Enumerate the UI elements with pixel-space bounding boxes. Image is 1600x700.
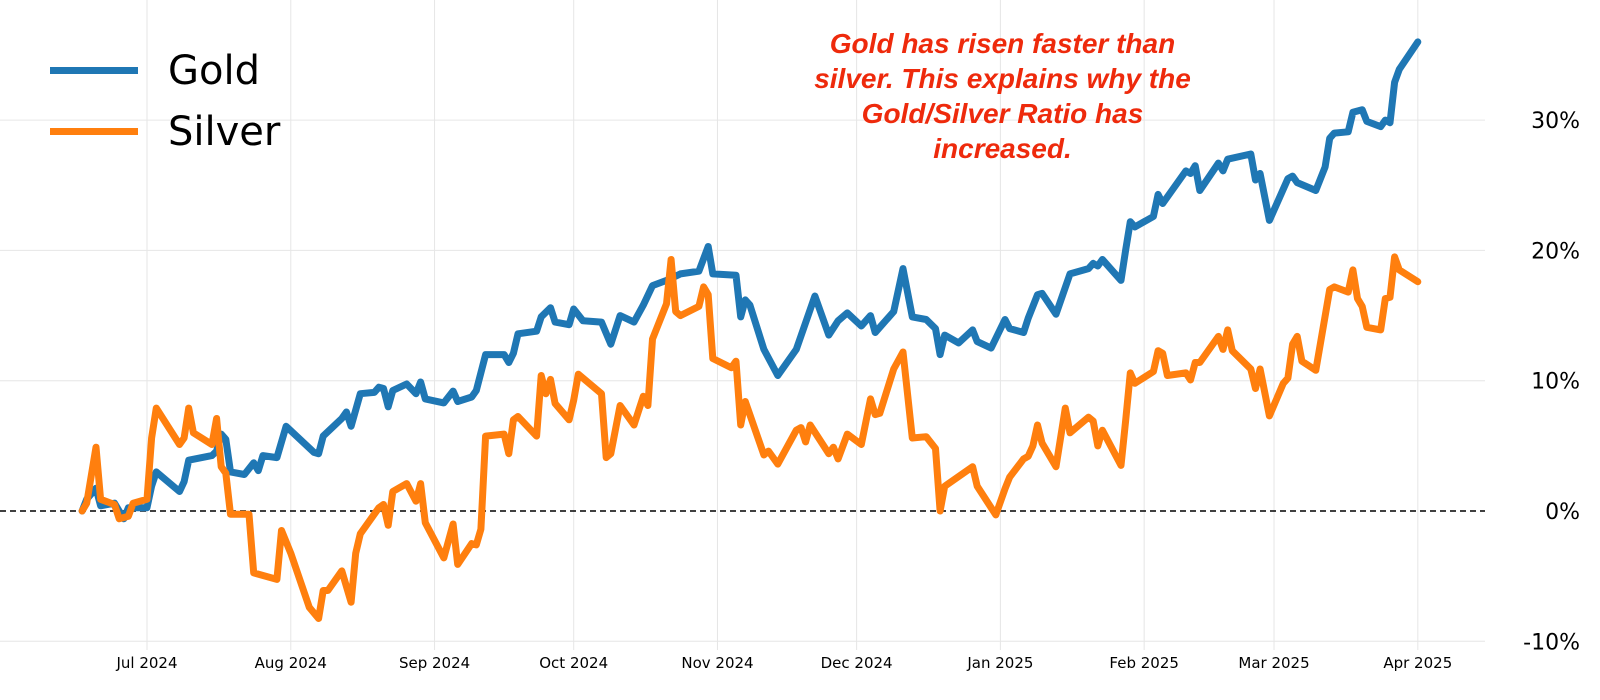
legend: Gold Silver xyxy=(50,40,280,162)
legend-item-gold: Gold xyxy=(50,40,280,101)
y-tick-label: 30% xyxy=(1531,109,1580,134)
chart-annotation: Gold has risen faster than silver. This … xyxy=(780,26,1225,166)
x-axis-ticks: Jul 2024 Aug 2024 Sep 2024 Oct 2024 Nov 2024… xyxy=(115,654,1452,672)
x-tick-label: Dec 2024 xyxy=(821,654,893,672)
x-tick-label: Jan 2025 xyxy=(966,654,1033,672)
y-tick-label: 10% xyxy=(1531,370,1580,395)
x-tick-label: Sep 2024 xyxy=(399,654,470,672)
y-tick-label: -10% xyxy=(1523,630,1580,655)
x-tick-label: Feb 2025 xyxy=(1109,654,1179,672)
annotation-line: Gold/Silver Ratio has xyxy=(861,98,1144,129)
x-tick-label: Nov 2024 xyxy=(681,654,753,672)
x-tick-label: Aug 2024 xyxy=(255,654,327,672)
annotation-line: Gold has risen faster than xyxy=(829,28,1176,59)
annotation-line: silver. This explains why the xyxy=(814,63,1191,94)
y-axis-ticks: -10% 0% 10% 20% 30% xyxy=(1523,109,1580,655)
series-line-gold xyxy=(78,38,1422,523)
annotation-line: increased. xyxy=(933,133,1072,164)
legend-label-gold: Gold xyxy=(168,47,260,94)
x-tick-label: Oct 2024 xyxy=(539,654,608,672)
legend-label-silver: Silver xyxy=(168,108,281,155)
x-tick-label: Mar 2025 xyxy=(1238,654,1309,672)
series-lines xyxy=(78,38,1422,622)
legend-item-silver: Silver xyxy=(50,101,280,162)
legend-swatch-silver xyxy=(50,128,138,135)
legend-swatch-gold xyxy=(50,67,138,74)
series-line-silver xyxy=(78,253,1422,622)
x-tick-label: Jul 2024 xyxy=(115,654,177,672)
x-tick-label: Apr 2025 xyxy=(1383,654,1452,672)
y-tick-label: 0% xyxy=(1545,500,1580,525)
y-tick-label: 20% xyxy=(1531,239,1580,264)
